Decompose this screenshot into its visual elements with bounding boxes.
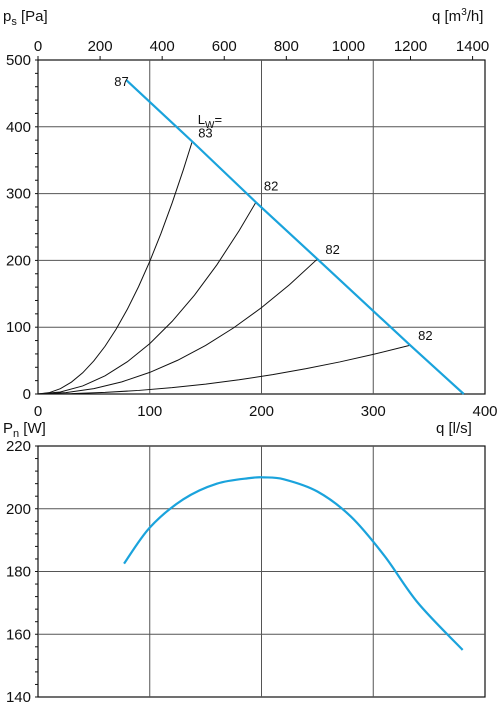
top-x-tick-label: 1400 bbox=[456, 38, 489, 55]
y-tick-label: 400 bbox=[6, 119, 31, 136]
system-curve bbox=[37, 141, 193, 395]
pn-axis-label: Pn [W] bbox=[3, 420, 46, 440]
y-tick-label: 500 bbox=[6, 52, 31, 69]
system-curve bbox=[37, 344, 411, 395]
lw-label: LW= bbox=[198, 112, 222, 131]
top-x-tick-label: 0 bbox=[34, 38, 42, 55]
system-curve bbox=[37, 202, 257, 395]
power-chart: 140 160 180 200 220 bbox=[6, 438, 486, 706]
x-tick-label: 0 bbox=[34, 403, 42, 420]
x-tick-label: 300 bbox=[361, 403, 386, 420]
top-x-tick-label: 800 bbox=[274, 38, 299, 55]
sound-power-label: 87 bbox=[114, 74, 128, 89]
y-tick-label: 300 bbox=[6, 186, 31, 203]
y-tick-label: 220 bbox=[6, 438, 31, 455]
x-tick-label: 200 bbox=[249, 403, 274, 420]
x-tick-label: 100 bbox=[137, 403, 162, 420]
q-ls-axis-label: q [l/s] bbox=[436, 420, 472, 437]
top-x-tick-label: 1000 bbox=[332, 38, 365, 55]
sound-power-label: 82 bbox=[418, 328, 432, 343]
top-chart-labels: ps [Pa] q [m3/h] Pn [W] q [l/s] bbox=[3, 7, 483, 440]
y-tick-label: 180 bbox=[6, 564, 31, 581]
top-x-tick-label: 400 bbox=[150, 38, 175, 55]
x-tick-label: 400 bbox=[472, 403, 497, 420]
top-x-tick-label: 1200 bbox=[394, 38, 427, 55]
y-tick-label: 160 bbox=[6, 626, 31, 643]
y-tick-label: 200 bbox=[6, 252, 31, 269]
y-tick-label: 140 bbox=[6, 689, 31, 706]
ps-axis-label: ps [Pa] bbox=[3, 8, 48, 28]
system-curve bbox=[37, 258, 318, 395]
y-tick-label: 200 bbox=[6, 501, 31, 518]
fan-curve bbox=[125, 79, 465, 395]
top-x-tick-label: 600 bbox=[212, 38, 237, 55]
y-tick-label: 0 bbox=[23, 386, 31, 403]
q-m3h-axis-label: q [m3/h] bbox=[432, 7, 483, 25]
sound-power-label: 83 bbox=[198, 125, 212, 140]
sound-power-label: 82 bbox=[325, 242, 339, 257]
top-x-tick-label: 200 bbox=[88, 38, 113, 55]
y-tick-label: 100 bbox=[6, 319, 31, 336]
power-curve bbox=[123, 476, 464, 651]
sound-power-label: 82 bbox=[264, 178, 278, 193]
